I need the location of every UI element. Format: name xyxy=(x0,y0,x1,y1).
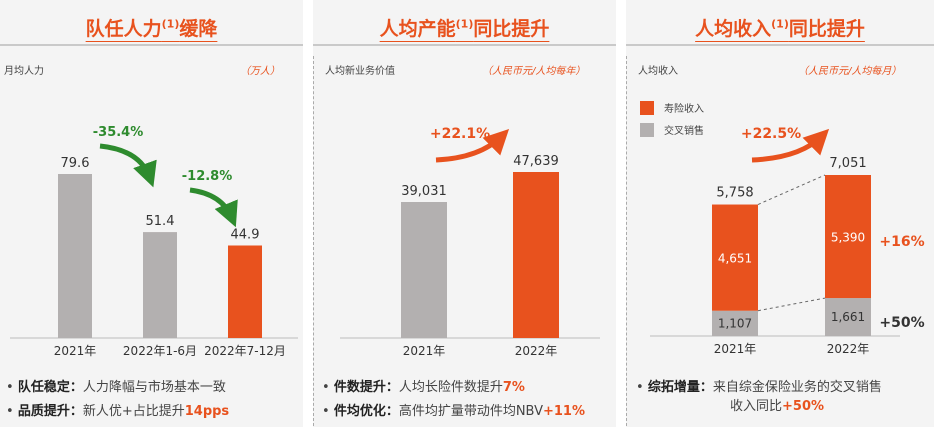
panel3-title: 人均收入(1)同比提升 xyxy=(695,17,865,40)
annotation-drop-2: -12.8% xyxy=(182,169,233,184)
panel3-bullet-1: • 综拓增量：来自综金保险业务的交叉销售 xyxy=(636,380,882,395)
panel2-bullet-2: • 件均优化：高件均扩量带动件均NBV+11% xyxy=(322,404,585,419)
connector-total xyxy=(757,174,826,205)
arrow-drop-2 xyxy=(189,187,238,228)
panel1-unit: （万人） xyxy=(240,66,280,77)
category-label-1: 2022年1-6月 xyxy=(123,344,197,358)
legend-swatch-insurance xyxy=(640,100,654,115)
dashed-separator-2 xyxy=(626,56,627,426)
value-label-insurance-1: 5,390 xyxy=(831,231,865,245)
arrow-growth xyxy=(751,128,830,163)
panel-middle-bg xyxy=(313,0,616,427)
panel2-unit: （人民币元/人均每年） xyxy=(482,66,586,77)
panel3-bullets: • 综拓增量：来自综金保险业务的交叉销售 收入同比+50% xyxy=(636,378,882,416)
category-label-0: 2021年 xyxy=(403,344,446,358)
annotation-growth: +22.5% xyxy=(741,126,801,142)
panel2-title: 人均产能(1)同比提升 xyxy=(379,17,550,40)
value-label-0: 39,031 xyxy=(401,184,447,199)
category-label-0: 2021年 xyxy=(54,344,97,358)
panel3-bullet-1-line2: 收入同比+50% xyxy=(730,399,825,414)
legend-cross-sell: 交叉销售 xyxy=(640,122,704,137)
annotation-drop-1: -35.4% xyxy=(93,125,144,140)
legend-swatch-cross-sell xyxy=(640,122,654,137)
panel1-bullets: • 队任稳定：人力降幅与市场基本一致 • 品质提升：新人优+占比提升14pps xyxy=(6,376,229,424)
value-label-2: 44.9 xyxy=(231,227,260,242)
arrow-drop-1 xyxy=(99,143,157,188)
annotation-cross-sell-growth: +50% xyxy=(879,315,924,331)
dashed-separator-1 xyxy=(313,56,314,426)
bar-insurance-1 xyxy=(825,175,871,299)
panel1-divider xyxy=(0,44,303,46)
panel1-bullet-2: • 品质提升：新人优+占比提升14pps xyxy=(6,404,230,419)
panel-right-bg xyxy=(626,0,934,427)
bar-0 xyxy=(58,174,92,338)
chart-staffing: 79.6 2021年 51.4 2022年1-6月 44.9 2022年7-12月 -35.… xyxy=(10,125,298,358)
legend-insurance: 寿险收入 xyxy=(640,100,704,115)
bar-cross-sell-0 xyxy=(712,310,758,336)
panel2-bullets: • 件数提升：人均长险件数提升7% • 件均优化：高件均扩量带动件均NBV+11… xyxy=(322,376,585,424)
category-label-1: 2022年 xyxy=(827,342,870,356)
connector-cross-sell xyxy=(757,297,826,312)
category-label-1: 2022年 xyxy=(515,344,558,358)
chart-productivity: 39,031 2021年 47,639 2022年 +22.1% xyxy=(340,126,600,358)
panel1-ylabel: 月均人力 xyxy=(4,66,44,77)
bar-2 xyxy=(228,245,262,338)
chart-income: 1,107 4,651 5,758 2021年 1,661 5,390 7,051 2022年… xyxy=(650,126,925,356)
panel3-ylabel: 人均收入 xyxy=(638,66,678,77)
bar-0 xyxy=(401,201,447,338)
panel-left-bg xyxy=(0,0,303,427)
panel1-title: 队任人力(1)缓降 xyxy=(85,17,218,40)
category-label-0: 2021年 xyxy=(714,342,757,356)
value-label-1: 51.4 xyxy=(146,214,175,229)
panel2-ylabel: 人均新业务价值 xyxy=(325,66,395,77)
total-label-1: 7,051 xyxy=(829,156,866,171)
panel1-bullet-1: • 队任稳定：人力降幅与市场基本一致 xyxy=(6,380,226,395)
bar-1 xyxy=(143,232,177,338)
value-label-cross-sell-0: 1,107 xyxy=(718,316,752,330)
value-label-0: 79.6 xyxy=(61,156,90,171)
bar-cross-sell-1 xyxy=(825,298,871,336)
bar-1 xyxy=(513,172,559,338)
value-label-1: 47,639 xyxy=(513,154,559,169)
value-label-cross-sell-1: 1,661 xyxy=(831,310,865,324)
arrow-growth xyxy=(435,128,510,163)
annotation-growth: +22.1% xyxy=(430,126,490,142)
total-label-0: 5,758 xyxy=(716,186,753,201)
panel2-bullet-1: • 件数提升：人均长险件数提升7% xyxy=(322,380,525,395)
value-label-insurance-0: 4,651 xyxy=(718,252,752,266)
panel3-unit: （人民币元/人均每月） xyxy=(798,66,902,77)
annotation-insurance-growth: +16% xyxy=(879,234,924,250)
bar-insurance-0 xyxy=(712,204,758,311)
panel2-divider xyxy=(313,44,616,46)
category-label-2: 2022年7-12月 xyxy=(204,344,286,358)
panel3-divider xyxy=(626,44,934,46)
